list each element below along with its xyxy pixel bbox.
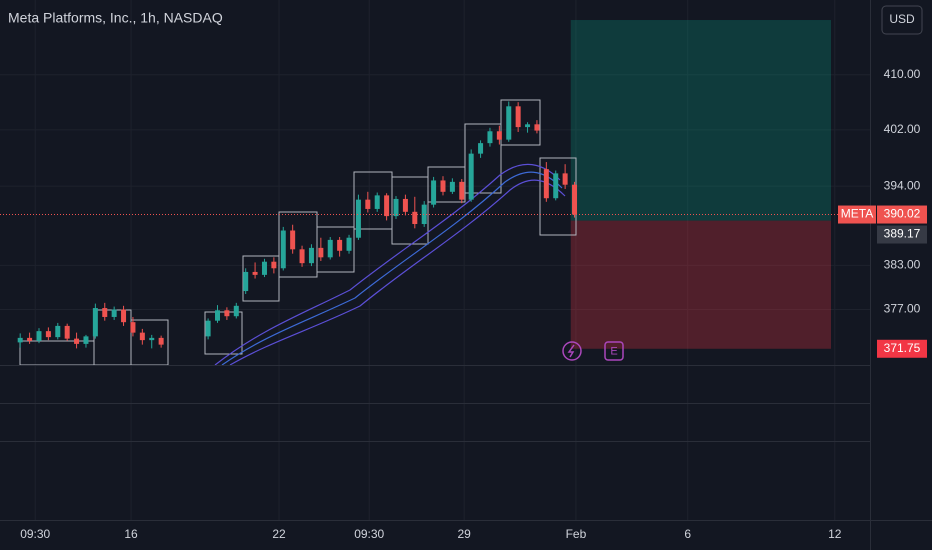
- x-tick-label: 09:30: [20, 527, 50, 541]
- candle-body: [393, 198, 399, 217]
- candle-body: [36, 331, 42, 341]
- candle-body: [346, 237, 352, 251]
- moving-average-bands: [214, 163, 566, 366]
- candle-body: [252, 271, 258, 275]
- currency-button[interactable]: [881, 5, 923, 35]
- candle-body: [337, 239, 343, 251]
- entry-price-tag: [877, 225, 927, 244]
- candle-body: [102, 308, 108, 317]
- alert-icon[interactable]: [562, 341, 582, 361]
- candle-body: [525, 124, 531, 128]
- candle-body: [421, 204, 427, 225]
- candle-body: [543, 169, 549, 199]
- candle-body: [64, 325, 70, 339]
- candle-body: [290, 230, 296, 250]
- candle-body: [506, 106, 512, 140]
- stop-price-tag: [877, 339, 927, 358]
- candle-body: [83, 336, 89, 344]
- candle-body: [215, 310, 220, 321]
- candle-body: [365, 199, 371, 209]
- entry-price-label: 389.17: [884, 227, 921, 241]
- candle-body: [130, 322, 136, 333]
- candle-body: [384, 195, 390, 217]
- currency-label: USD: [889, 12, 915, 26]
- candle-body: [562, 173, 568, 185]
- earnings-label: E: [610, 345, 617, 357]
- candle-body: [205, 320, 211, 337]
- x-tick-label: 6: [684, 527, 691, 541]
- candle-body: [449, 181, 455, 192]
- x-tick-label: 12: [828, 527, 842, 541]
- earnings-icon[interactable]: [604, 341, 624, 361]
- candle-body: [111, 309, 117, 317]
- candle-body: [92, 308, 98, 337]
- candle-body: [27, 337, 33, 341]
- candle-body: [74, 338, 80, 344]
- y-tick-label: 402.00: [884, 122, 921, 136]
- candle-body: [402, 198, 408, 212]
- candle-body: [139, 332, 145, 341]
- candle-body: [271, 261, 277, 269]
- y-tick-label: 383.00: [884, 258, 921, 272]
- candle-body: [224, 310, 230, 317]
- last-price-tag: [877, 205, 927, 224]
- profit-zone: [570, 20, 832, 221]
- x-tick-label: 22: [272, 527, 286, 541]
- candle-body: [149, 337, 155, 341]
- candle-body: [412, 211, 418, 225]
- candles: [17, 101, 578, 349]
- candle-body: [572, 184, 578, 215]
- candle-body: [280, 230, 286, 269]
- range-boxes: [19, 99, 577, 366]
- symbol-tag: [838, 205, 876, 224]
- candle-body: [261, 261, 267, 275]
- candle-body: [515, 106, 521, 128]
- candle-body: [158, 337, 164, 345]
- symbol-label: META: [841, 207, 873, 221]
- chart-title: Meta Platforms, Inc., 1h, NASDAQ: [8, 10, 223, 26]
- candle-body: [468, 153, 474, 200]
- candle-body: [55, 325, 61, 338]
- candle-body: [496, 131, 502, 140]
- candle-body: [459, 181, 465, 200]
- candle-body: [308, 247, 314, 264]
- candle-body: [327, 239, 333, 258]
- y-tick-label: 377.00: [884, 302, 921, 316]
- candle-body: [440, 180, 446, 192]
- candle-body: [243, 271, 249, 292]
- y-tick-label: 410.00: [884, 67, 921, 81]
- y-tick-label: 394.00: [884, 178, 921, 192]
- last-price-label: 390.02: [884, 207, 921, 221]
- candle-body: [534, 124, 540, 131]
- x-tick-label: 16: [124, 527, 138, 541]
- x-tick-label: 29: [457, 527, 471, 541]
- candle-body: [478, 143, 484, 154]
- candle-body: [553, 173, 559, 199]
- candle-body: [355, 199, 361, 238]
- candle-body: [487, 131, 493, 144]
- candle-body: [318, 247, 324, 258]
- x-tick-label: Feb: [566, 527, 587, 541]
- candle-body: [299, 249, 305, 264]
- x-tick-label: 09:30: [354, 527, 384, 541]
- stop-price-label: 371.75: [884, 341, 921, 355]
- candle-body: [431, 180, 437, 205]
- candle-body: [45, 331, 51, 338]
- candle-body: [374, 195, 380, 209]
- loss-zone: [570, 220, 832, 349]
- candle-body: [121, 309, 127, 323]
- candle-body: [17, 337, 23, 343]
- candle-body: [233, 305, 239, 317]
- position-tool[interactable]: [570, 20, 832, 349]
